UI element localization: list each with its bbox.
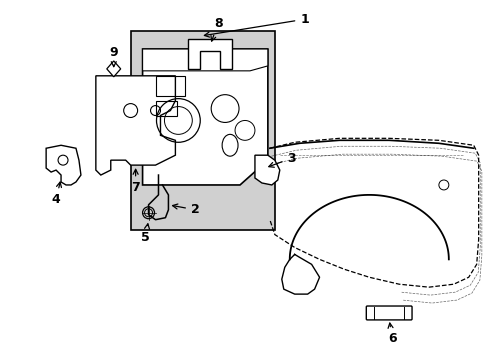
Polygon shape (96, 76, 175, 175)
Polygon shape (254, 155, 279, 185)
Polygon shape (130, 31, 274, 230)
Bar (155, 76, 185, 96)
Text: 9: 9 (109, 46, 118, 67)
Text: 7: 7 (131, 169, 140, 194)
Polygon shape (188, 39, 232, 69)
Text: 4: 4 (52, 182, 61, 206)
Text: 8: 8 (210, 17, 222, 41)
Text: 3: 3 (268, 152, 295, 167)
Text: 5: 5 (141, 224, 150, 244)
Polygon shape (142, 49, 267, 185)
Bar (155, 100, 177, 117)
Polygon shape (46, 145, 81, 185)
FancyBboxPatch shape (366, 306, 411, 320)
Text: 2: 2 (172, 203, 199, 216)
Polygon shape (142, 49, 267, 71)
Text: 6: 6 (387, 323, 396, 345)
Text: 1: 1 (204, 13, 308, 37)
Polygon shape (106, 61, 121, 77)
